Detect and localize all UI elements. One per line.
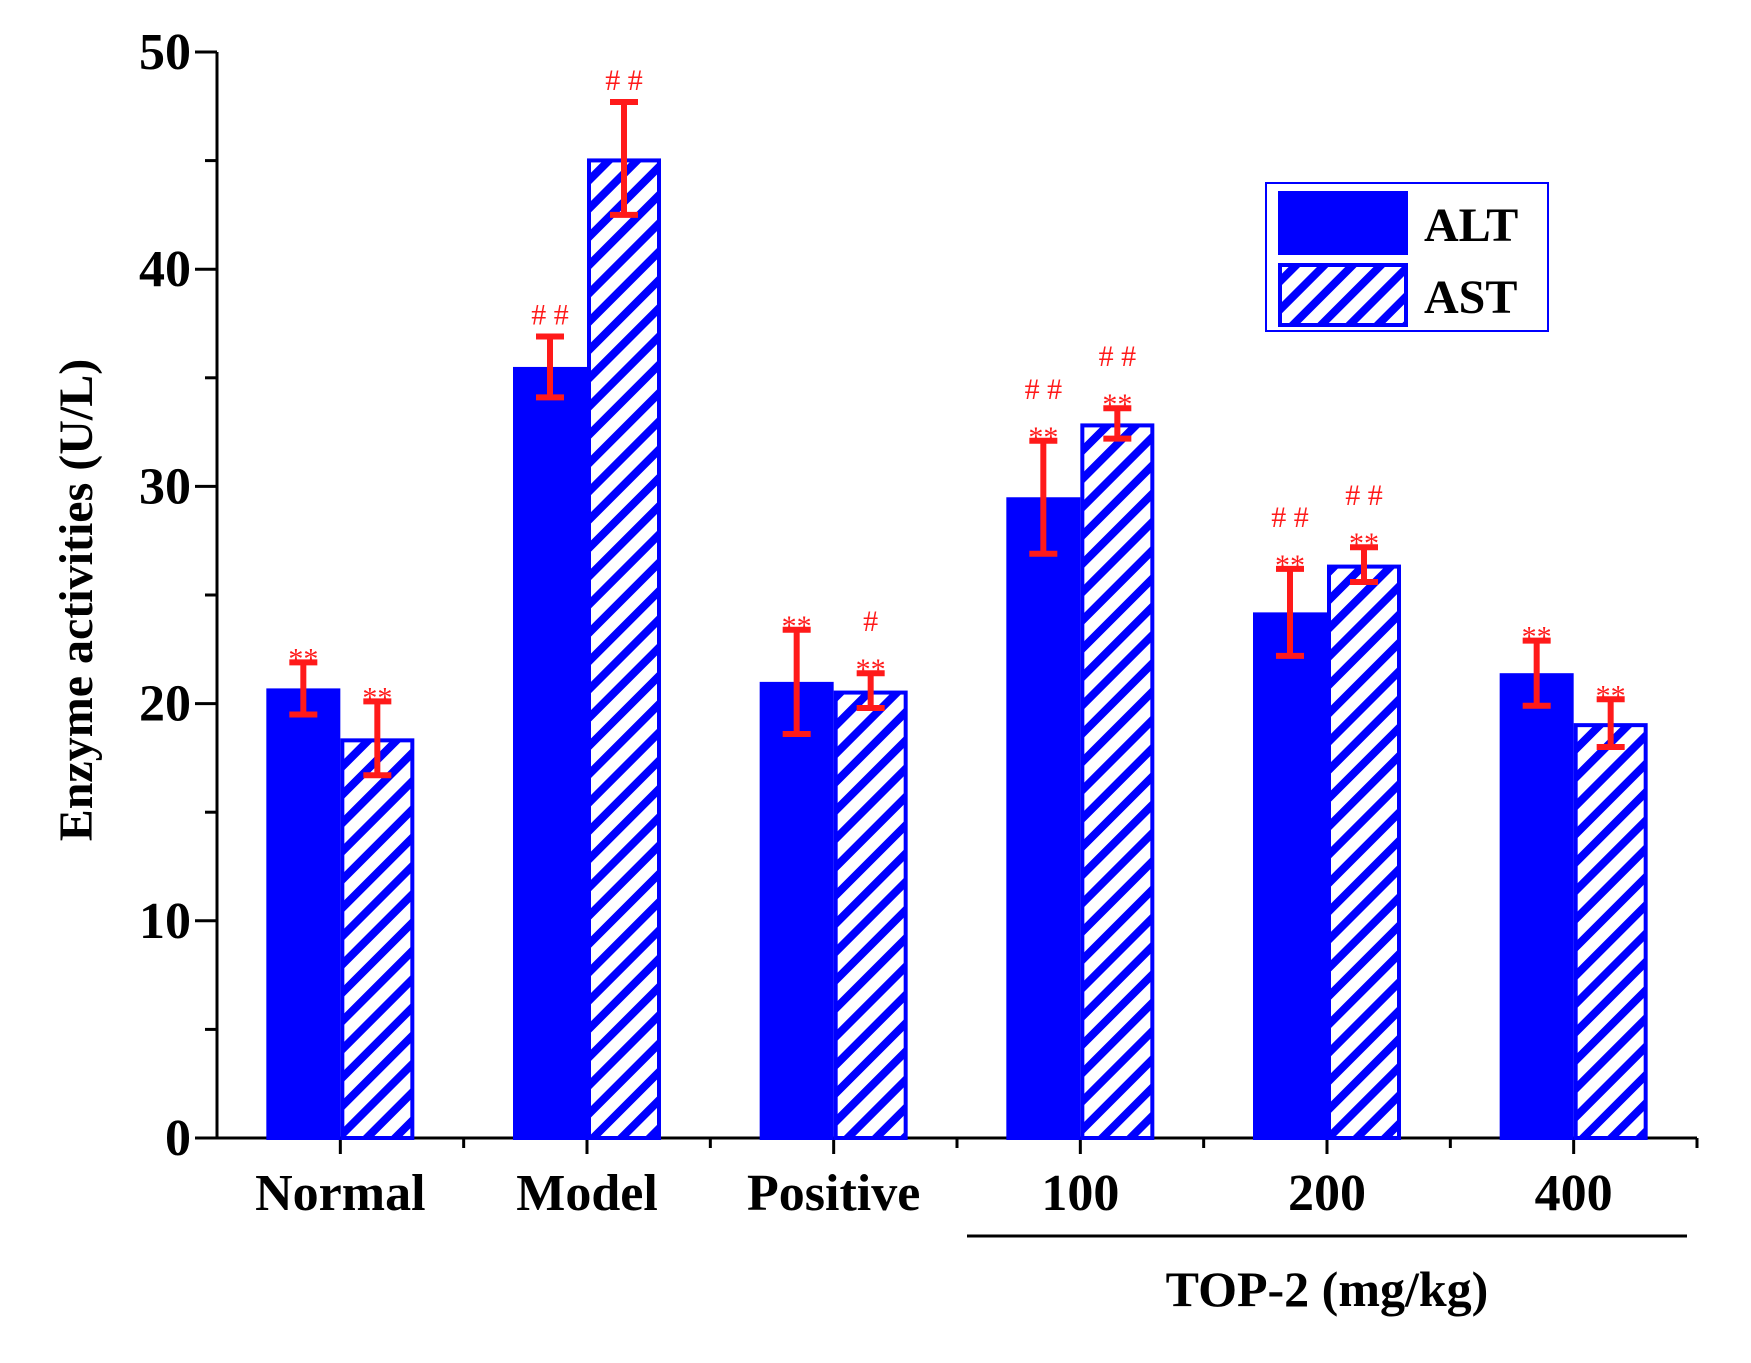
significance-label: # # [1345, 479, 1383, 512]
significance-label: ** [1028, 421, 1058, 454]
x-tick-label: Model [516, 1165, 658, 1222]
x-tick-label: 400 [1535, 1165, 1613, 1222]
axis-labels: 0 10 20 30 40 50 Normal Model Positive 100 200 400 E… [50, 24, 1687, 1317]
bar-ast [1080, 423, 1155, 1140]
significance-label: ** [288, 642, 318, 675]
significance-label: ** [856, 653, 886, 686]
bar-ast [833, 690, 908, 1140]
y-tick-label: 10 [139, 893, 191, 950]
bar-alt [759, 681, 834, 1140]
bar-ast [1327, 564, 1401, 1140]
significance-label: ** [1275, 549, 1305, 582]
significance-label: ** [362, 681, 392, 714]
legend: ALT AST [1265, 182, 1549, 332]
x-tick-label: 200 [1288, 1165, 1366, 1222]
legend-swatch-alt [1278, 191, 1408, 255]
significance-label: ** [782, 610, 812, 643]
significance-label: # # [605, 64, 643, 97]
error-bars [289, 98, 1625, 779]
axes [195, 50, 1699, 1154]
bar-ast [1573, 723, 1648, 1140]
y-tick-label: 40 [139, 241, 191, 298]
significance-label: ** [1522, 621, 1552, 654]
bars [266, 158, 1648, 1141]
significance-label: # # [1025, 373, 1063, 406]
y-tick-label: 20 [139, 676, 191, 733]
bar-alt [513, 366, 587, 1140]
bar-ast [587, 158, 661, 1141]
significance-label: ** [1102, 388, 1132, 421]
y-tick-label: 50 [139, 24, 191, 81]
x-tick-label: 100 [1041, 1165, 1119, 1222]
significance-label: # # [531, 299, 569, 332]
group-label: TOP-2 (mg/kg) [1166, 1261, 1489, 1317]
significance-label: # # [1099, 340, 1137, 373]
y-tick-label: 30 [139, 458, 191, 515]
x-tick-label: Normal [255, 1165, 425, 1222]
legend-label-ast: AST [1424, 271, 1517, 324]
bar-alt [1499, 673, 1574, 1141]
significance-label: # # [1271, 501, 1309, 534]
significance-annotations: ** ** # # # # ** ** # ** # # ** # # ** # # ** # # ** ** [288, 64, 1625, 714]
bar-alt [1253, 612, 1327, 1140]
significance-label: # [863, 605, 878, 638]
y-tick-label: 0 [165, 1110, 191, 1167]
bar-alt [266, 688, 341, 1140]
legend-label-alt: ALT [1424, 199, 1518, 252]
significance-label: ** [1349, 527, 1379, 560]
bar-alt [1006, 497, 1081, 1140]
legend-swatch-ast [1278, 263, 1408, 327]
bar-ast [340, 738, 415, 1140]
x-tick-label: Positive [747, 1165, 920, 1222]
significance-label: ** [1596, 679, 1626, 712]
y-axis-title: Enzyme activities (U/L) [50, 359, 103, 842]
